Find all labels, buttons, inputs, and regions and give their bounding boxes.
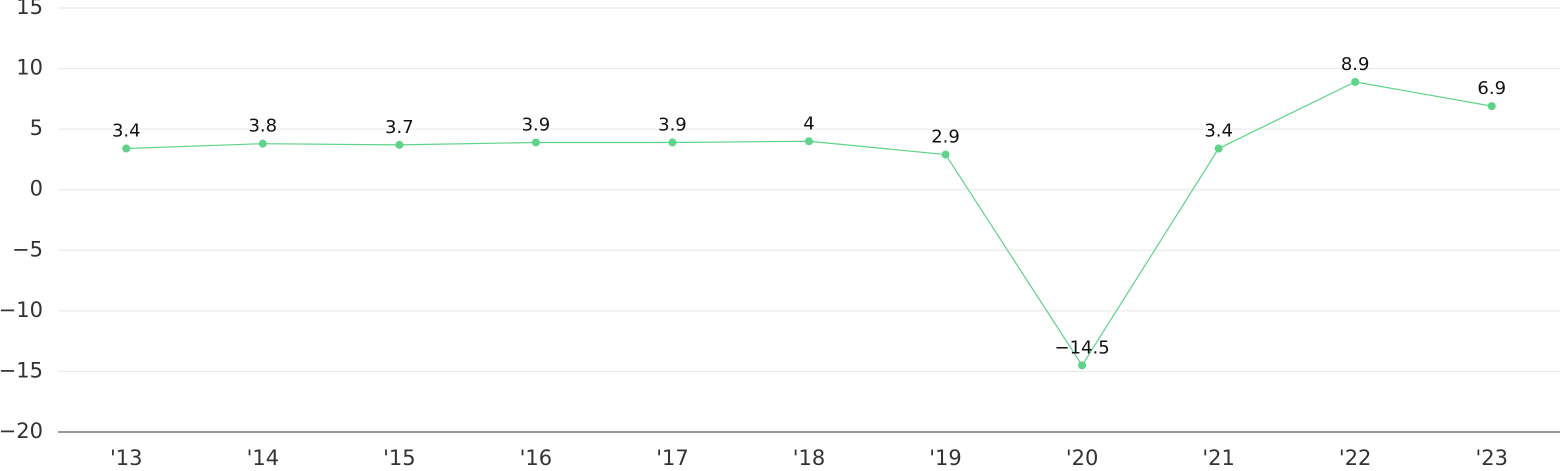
data-label: 3.9 [522,114,551,135]
point [1078,361,1087,370]
point [122,144,131,153]
data-label: 8.9 [1341,54,1370,75]
point [805,137,813,146]
data-label: 3.8 [248,116,277,137]
point [531,138,540,147]
data-label: −14.5 [1055,337,1110,358]
data-label: 3.7 [385,117,414,138]
data-label: 3.4 [1204,121,1233,142]
x-tick-label: '20 [1066,446,1099,470]
x-tick-label: '19 [929,446,962,470]
y-tick-label: −5 [12,237,43,261]
x-tick-label: '21 [1202,446,1235,470]
x-tick-label: '23 [1475,446,1508,470]
data-label: 3.9 [658,114,687,135]
x-tick-label: '17 [656,446,689,470]
x-tick-label: '14 [247,446,280,470]
y-tick-label: 5 [30,116,43,140]
point [668,138,677,147]
y-tick-label: 15 [16,0,43,19]
y-tick-label: 0 [30,177,43,201]
x-tick-label: '16 [520,446,553,470]
data-label: 4 [803,113,814,134]
y-tick-label: −15 [0,358,43,382]
point [1351,77,1360,86]
point [1487,102,1496,111]
y-tick-label: −20 [0,419,43,443]
x-tick-label: '13 [110,446,143,470]
data-label: 6.9 [1477,78,1506,99]
y-tick-label: −10 [0,298,43,322]
x-tick-label: '22 [1339,446,1372,470]
data-label: 2.9 [931,127,960,148]
point [395,140,404,149]
x-tick-label: '18 [793,446,826,470]
y-tick-label: 10 [16,56,43,80]
data-label: 3.4 [112,121,141,142]
point [258,139,267,148]
x-tick-label: '15 [383,446,416,470]
point [1214,144,1223,153]
point [941,150,950,159]
